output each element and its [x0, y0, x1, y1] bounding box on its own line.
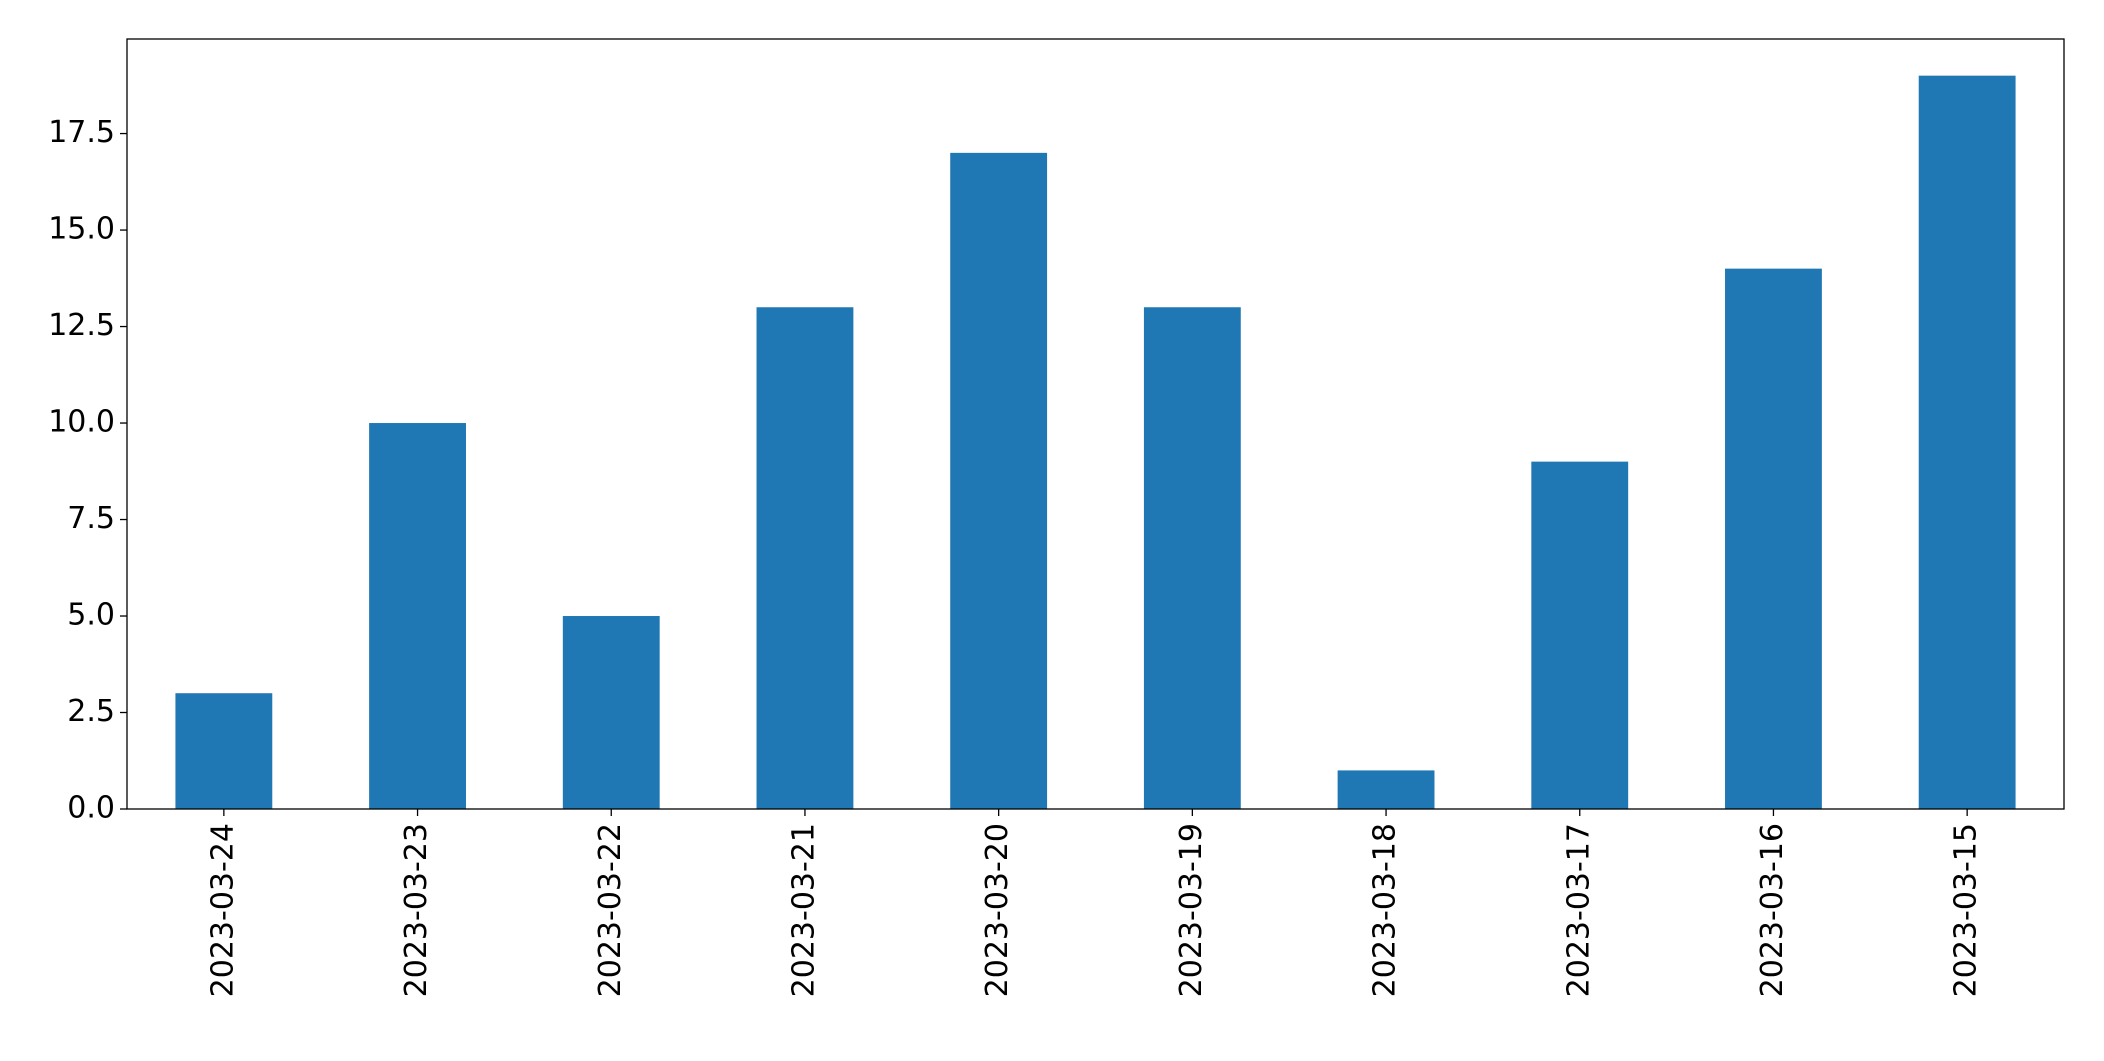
y-tick-label: 2.5: [67, 694, 115, 729]
x-tick-label: 2023-03-18: [1368, 823, 1403, 997]
y-tick-label: 0.0: [67, 791, 115, 826]
y-tick-label: 10.0: [48, 405, 115, 440]
bar: [1725, 268, 1822, 809]
x-tick-label: 2023-03-24: [205, 823, 240, 997]
x-tick-label: 2023-03-16: [1755, 823, 1790, 997]
x-tick-label: 2023-03-17: [1561, 823, 1596, 997]
bar: [1531, 461, 1629, 809]
x-tick-label: 2023-03-19: [1174, 823, 1209, 997]
y-tick-label: 15.0: [48, 212, 115, 247]
bar: [562, 616, 660, 809]
bar: [1918, 75, 2016, 809]
x-tick-label: 2023-03-15: [1949, 823, 1984, 997]
axes-frame: [126, 38, 2065, 810]
x-tick-label: 2023-03-20: [980, 823, 1015, 997]
y-tick-label: 7.5: [67, 501, 115, 536]
y-tick-label: 5.0: [67, 598, 115, 633]
bar: [1337, 770, 1435, 809]
bar: [756, 307, 854, 809]
bar: [1143, 307, 1241, 809]
bar: [175, 693, 273, 809]
bar: [369, 423, 466, 809]
bar: [950, 152, 1048, 810]
x-tick-label: 2023-03-21: [786, 823, 821, 997]
x-tick-label: 2023-03-23: [399, 823, 434, 997]
y-tick-label: 12.5: [48, 308, 115, 343]
y-tick-label: 17.5: [48, 115, 115, 150]
x-tick-label: 2023-03-22: [593, 823, 628, 997]
